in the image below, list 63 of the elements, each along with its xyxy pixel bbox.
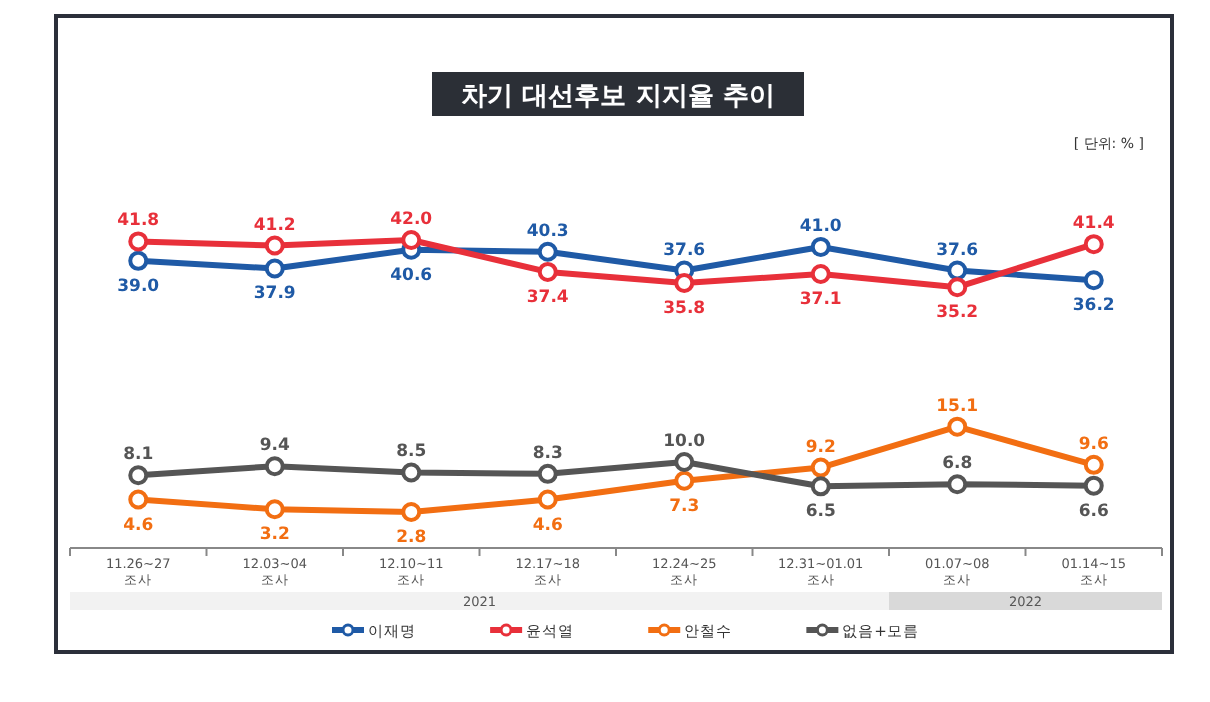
point	[810, 236, 831, 257]
point	[674, 273, 695, 294]
point	[947, 416, 968, 437]
data-label: 35.8	[663, 299, 706, 320]
data-label: 41.0	[799, 216, 842, 237]
point	[1083, 234, 1104, 255]
data-label: 9.2	[805, 437, 836, 458]
point	[947, 474, 968, 495]
point	[947, 277, 968, 298]
data-label: 41.8	[117, 211, 160, 232]
point	[401, 230, 422, 250]
chart-title: 차기 대선후보 지지율 추이	[461, 82, 775, 112]
point	[264, 499, 285, 520]
data-label: 40.6	[390, 265, 433, 286]
data-label: 35.2	[936, 303, 979, 324]
point	[947, 260, 968, 281]
data-label: 41.4	[1072, 214, 1115, 235]
data-label: 9.6	[1078, 434, 1109, 455]
data-label: 36.2	[1072, 296, 1115, 317]
data-label: 9.4	[259, 436, 290, 457]
point	[401, 502, 422, 522]
data-label: 15.1	[936, 396, 979, 417]
point	[264, 456, 285, 477]
data-label: 37.6	[936, 240, 979, 261]
data-label: 8.5	[396, 442, 427, 463]
data-label: 7.3	[669, 496, 700, 517]
data-label: 41.2	[253, 215, 296, 236]
data-label: 6.6	[1078, 501, 1109, 522]
point	[1083, 270, 1104, 291]
data-label: 6.5	[805, 502, 836, 523]
point	[401, 462, 422, 483]
point	[264, 235, 285, 256]
point	[128, 465, 149, 486]
point	[810, 476, 831, 497]
data-label: 3.2	[259, 525, 290, 546]
point	[537, 489, 558, 510]
point	[810, 264, 831, 284]
data-label: 37.6	[663, 240, 706, 261]
data-label: 10.0	[663, 432, 706, 453]
point	[674, 452, 695, 473]
point	[537, 241, 558, 262]
point	[674, 470, 695, 491]
data-label: 37.4	[526, 287, 569, 308]
point	[1083, 454, 1104, 475]
data-label: 2.8	[396, 528, 427, 548]
point	[1083, 475, 1104, 496]
data-label: 40.3	[526, 221, 569, 242]
point	[810, 457, 831, 478]
point	[537, 261, 558, 282]
data-label: 8.1	[123, 445, 154, 466]
data-label: 4.6	[123, 515, 154, 536]
data-label: 4.6	[532, 515, 563, 536]
data-label: 42.0	[390, 210, 433, 230]
point	[537, 463, 558, 484]
data-label: 8.3	[532, 443, 563, 464]
point	[128, 250, 149, 271]
data-label: 37.1	[799, 290, 842, 310]
data-label: 6.8	[942, 454, 973, 475]
point	[128, 231, 149, 252]
point	[128, 489, 149, 510]
data-label: 37.9	[253, 284, 296, 305]
data-label: 39.0	[117, 276, 160, 297]
point	[264, 258, 285, 279]
